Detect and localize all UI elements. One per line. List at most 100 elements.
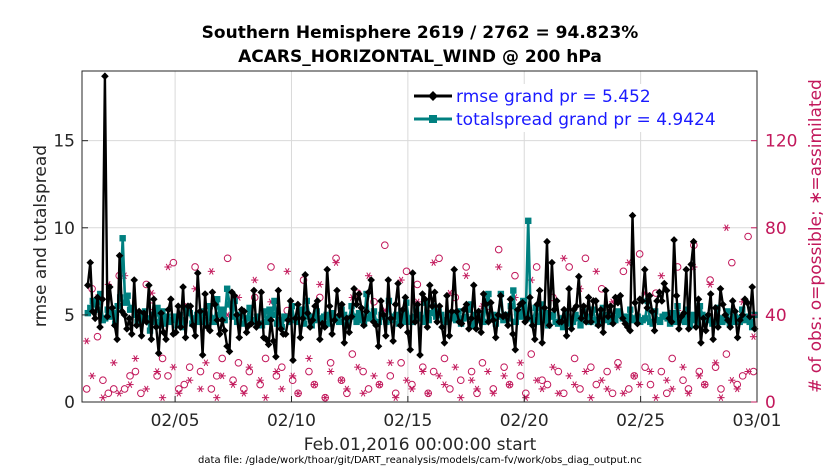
totalspread-point [154,304,161,312]
assimilated-obs-point [706,281,714,288]
assimilated-obs-point [240,389,248,397]
rmse-point [462,300,471,309]
rmse-point [118,307,126,316]
rmse-point [257,288,266,297]
possible-obs-point [646,380,655,389]
rmse-point [110,321,119,330]
assimilated-obs-point [657,272,665,280]
assimilated-obs-point [603,385,611,393]
rmse-point [196,307,204,316]
possible-obs-point [191,263,199,271]
rmse-point [132,321,141,330]
rmse-point [743,298,752,307]
rmse-point [350,284,358,293]
legend-background [410,84,750,132]
totalspread-point [405,315,413,322]
assimilated-obs-point [516,359,524,367]
rmse-point [242,328,251,337]
legend-totalspread-marker [429,115,437,123]
y-tick-label-right: 0 [765,393,776,413]
totalspread-point [340,311,348,319]
rmse-point [667,318,676,326]
possible-obs-point [305,367,313,376]
rmse-point [623,323,632,331]
rmse-point [357,304,366,312]
totalspread-point [741,316,748,324]
y-tick-label-left: 0 [64,393,75,413]
rmse-point [98,295,107,304]
totalspread-point [335,318,343,326]
possible-obs-point [391,389,400,398]
rmse-point [533,300,542,309]
assimilated-obs-point [294,389,302,397]
possible-obs-point [733,380,742,389]
rmse-point [599,328,608,337]
assimilated-obs-point [598,376,606,384]
assimilated-obs-point [196,385,205,393]
totalspread-point [355,309,363,317]
rmse-point [198,351,207,359]
possible-obs-point [587,363,595,371]
possible-obs-point [267,263,275,271]
plot-frame [81,70,758,403]
rmse-point [320,323,329,331]
assimilated-obs-point [321,394,329,402]
assimilated-obs-point [749,333,758,341]
rmse-point [191,332,200,340]
totalspread-point [400,318,408,326]
rmse-point [472,325,481,333]
rmse-point [360,321,368,330]
possible-obs-point [429,367,438,376]
assimilated-obs-point [424,389,432,397]
possible-obs-point [500,363,508,371]
totalspread-point [298,306,306,313]
totalspread-point [218,306,226,313]
totalspread-point [525,217,532,225]
possible-obs-point [109,385,118,393]
rmse-point [443,291,451,300]
rmse-point [255,319,263,328]
assimilated-obs-point [668,385,676,393]
rmse-point [531,335,539,344]
possible-obs-point [229,376,237,385]
rmse-point [719,300,727,309]
rmse-point [364,288,373,297]
rmse-point [748,283,757,291]
rmse-point [145,281,153,290]
totalspread-point [724,308,731,315]
rmse-point [513,305,522,314]
rmse-point [372,321,380,330]
possible-obs-point [527,350,536,358]
rmse-point [377,297,385,305]
rmse-point [430,288,439,297]
possible-obs-point [164,372,172,380]
rmse-point [367,276,375,284]
assimilated-obs-point [153,368,161,375]
chart-title-line-1: Southern Hemisphere 2619 / 2762 = 94.823… [202,23,639,43]
rmse-point [550,305,559,314]
rmse-point [526,293,534,302]
possible-obs-point [657,367,666,376]
assimilated-obs-point [186,376,194,384]
rmse-point [379,311,388,319]
rmse-point [660,279,669,288]
rmse-point [106,283,114,291]
rmse-point [206,326,214,335]
rmse-point [689,237,698,246]
rmse-point [115,251,124,260]
assimilated-obs-point [289,372,297,380]
rmse-point [438,323,446,331]
totalspread-point [116,294,124,301]
x-tick-label: 02/25 [616,411,665,431]
rmse-point [721,311,730,319]
possible-obs-point [408,380,416,389]
rmse-point [247,319,256,328]
possible-obs-point [370,298,378,306]
rmse-point [262,335,270,344]
rmse-point [342,314,351,323]
assimilated-obs-point [142,385,150,393]
assimilated-obs-point [565,372,573,380]
rmse-point [511,345,520,354]
possible-obs-point [185,363,194,371]
possible-obs-point [131,367,140,376]
